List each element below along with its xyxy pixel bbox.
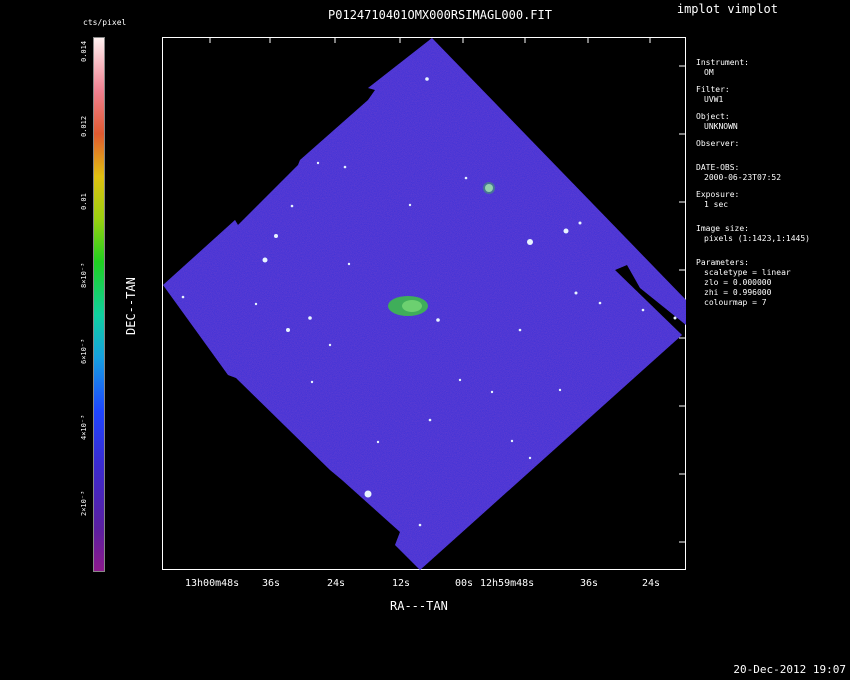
plot-title: P0124710401OMX000RSIMAGL000.FIT xyxy=(328,8,552,22)
x-tick-label: 36s xyxy=(262,578,281,589)
colorbar-unit: cts/pixel xyxy=(83,18,127,27)
colorbar xyxy=(93,37,105,572)
param-scaletype: scaletype = linear xyxy=(704,268,791,277)
x-tick-label: 12h59m48s xyxy=(480,578,535,589)
footer-date: 20-Dec-2012 19:07 xyxy=(733,663,846,676)
instrument-label: Instrument: xyxy=(696,58,749,67)
x-tick-label: 12s xyxy=(392,578,411,589)
x-tick-label: 13h00m48s xyxy=(185,578,240,589)
filter-label: Filter: xyxy=(696,85,730,94)
exposure-label: Exposure: xyxy=(696,190,740,199)
param-zhi: zhi = 0.996000 xyxy=(704,288,772,297)
dateobs-value: 2000-06-23T07:52 xyxy=(704,173,782,182)
observer-label: Observer: xyxy=(696,139,740,148)
x-tick-label: 24s xyxy=(327,578,346,589)
app-title: implot vimplot xyxy=(676,2,778,16)
stars xyxy=(181,77,677,527)
right-axis-ticks xyxy=(679,65,686,543)
info-panel: Instrument: OM Filter: UVW1 Object: UNKNOWN… xyxy=(696,58,810,315)
param-zlo: zlo = 0.000000 xyxy=(704,278,772,287)
object-value: UNKNOWN xyxy=(704,122,738,131)
object-label: Object: xyxy=(696,112,730,121)
filter-value: UVW1 xyxy=(704,95,724,104)
param-colourmap: colourmap = 7 xyxy=(704,298,767,307)
exposure-value: 1 sec xyxy=(704,200,729,209)
instrument-value: OM xyxy=(704,68,714,77)
x-tick-label: 00s xyxy=(455,578,474,589)
imagesize-label: Image size: xyxy=(696,224,749,233)
imagesize-value: pixels (1:1423,1:1445) xyxy=(704,234,810,243)
dateobs-label: DATE-OBS: xyxy=(696,163,740,172)
params-label: Parameters: xyxy=(696,258,749,267)
x-tick-label: 24s xyxy=(642,578,661,589)
top-axis-ticks xyxy=(209,37,651,43)
x-axis-label: RA---TAN xyxy=(390,599,448,613)
x-tick-label: 36s xyxy=(580,578,599,589)
